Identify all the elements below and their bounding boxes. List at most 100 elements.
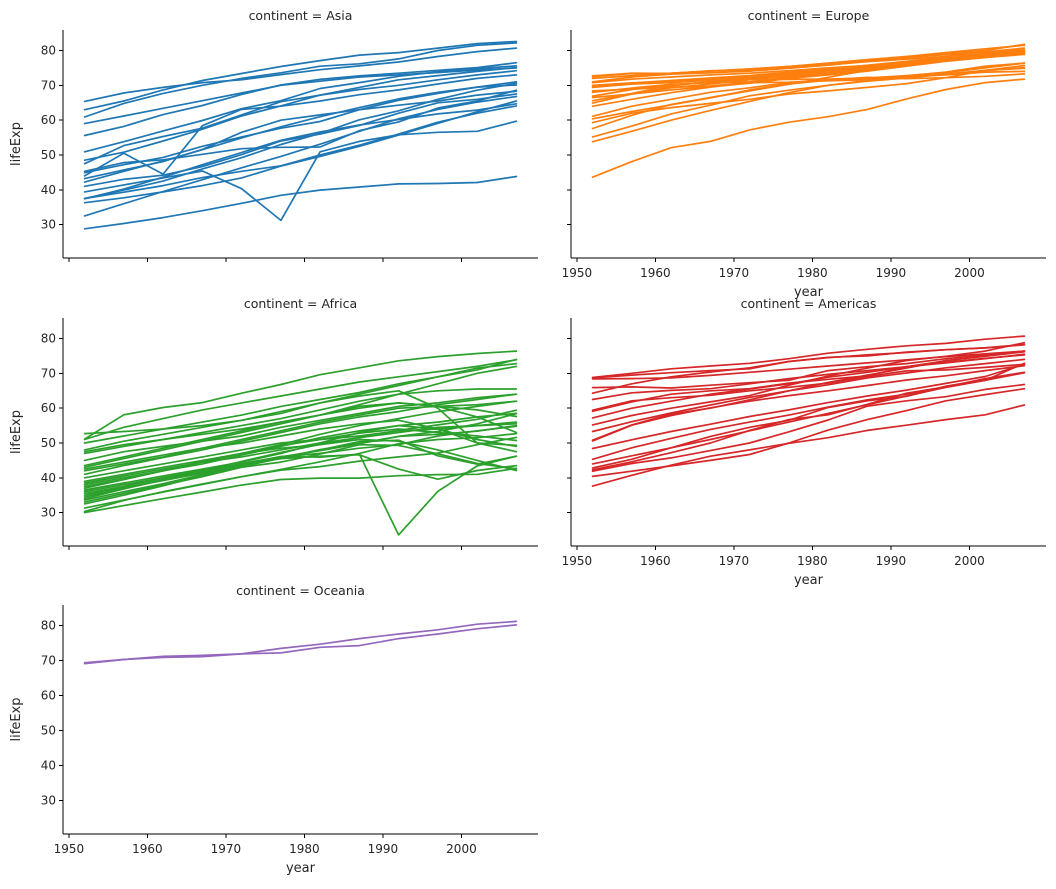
panel-title-oceania: continent = Oceania (236, 583, 365, 598)
series-line-africa-5 (83, 443, 518, 503)
series-line-africa-17 (83, 438, 518, 483)
series-line-asia-8 (83, 82, 518, 200)
series-line-africa-31 (83, 350, 518, 440)
series-line-americas-2 (591, 387, 1026, 478)
x-tick-label: 1970 (719, 266, 750, 280)
x-tick-label: 1980 (797, 554, 828, 568)
y-tick-label: 30 (41, 506, 56, 520)
x-tick-label: 1950 (562, 554, 593, 568)
x-tick-label: 1990 (368, 842, 399, 856)
series-group-oceania (83, 620, 518, 665)
x-tick-label: 2000 (954, 266, 985, 280)
series-line-africa-24 (83, 393, 518, 462)
series-line-africa-29 (83, 358, 518, 441)
y-tick-label: 30 (41, 218, 56, 232)
series-line-europe-22 (591, 52, 1026, 104)
series-line-asia-14 (83, 61, 518, 137)
series-line-africa-30 (83, 362, 518, 435)
y-tick-label: 60 (41, 401, 56, 415)
series-group-asia (83, 40, 518, 230)
series-line-americas-9 (591, 364, 1026, 442)
y-tick-label: 80 (41, 44, 56, 58)
y-tick-label: 40 (41, 758, 56, 772)
series-line-americas-18 (591, 350, 1026, 389)
x-tick-label: 1960 (640, 554, 671, 568)
panel-title-americas: continent = Americas (741, 296, 877, 311)
series-line-asia-20 (83, 93, 518, 188)
series-line-europe-3 (591, 66, 1026, 138)
panel-asia: 30 40 50 60 70 80 continent = Asia lifeExp (9, 8, 538, 262)
series-line-europe-1 (591, 78, 1026, 179)
x-tick-label: 1990 (876, 266, 907, 280)
series-line-americas-21 (591, 343, 1026, 379)
series-line-africa-1 (83, 467, 518, 514)
x-tick-label: 1980 (797, 266, 828, 280)
series-line-asia-5 (83, 74, 518, 177)
series-line-asia-19 (83, 95, 518, 217)
series-line-americas-10 (591, 350, 1026, 442)
series-line-europe-5 (591, 64, 1026, 124)
series-line-americas-11 (591, 358, 1026, 433)
series-line-europe-20 (591, 43, 1026, 78)
panel-oceania: 1950 1960 1970 1980 1990 2000 30 40 50 60 70 80 cont… (9, 583, 538, 876)
x-axis-label: year (794, 573, 824, 588)
y-tick-label: 50 (41, 724, 56, 738)
y-axis-label: lifeExp (9, 122, 24, 166)
y-tick-label: 70 (41, 78, 56, 92)
x-tick-label: 2000 (954, 554, 985, 568)
series-line-americas-20 (591, 335, 1026, 379)
series-line-asia-9 (83, 81, 518, 174)
series-line-africa-19 (83, 393, 518, 476)
series-line-asia-7 (83, 102, 518, 200)
panel-title-africa: continent = Africa (244, 296, 357, 311)
x-tick-label: 1990 (876, 554, 907, 568)
x-tick-label: 1970 (211, 842, 242, 856)
series-line-africa-26 (83, 388, 518, 453)
x-tick-label: 1970 (719, 554, 750, 568)
series-line-asia-12 (83, 40, 518, 111)
y-tick-label: 80 (41, 332, 56, 346)
series-group-americas (591, 335, 1026, 487)
series-line-africa-11 (83, 453, 518, 536)
y-tick-label: 70 (41, 366, 56, 380)
y-tick-label: 50 (41, 148, 56, 162)
x-tick-label: 2000 (446, 842, 477, 856)
series-line-africa-27 (83, 389, 518, 453)
x-tick-label: 1960 (640, 266, 671, 280)
series-line-asia-16 (83, 69, 518, 165)
series-line-africa-21 (83, 419, 518, 470)
series-line-africa-20 (83, 400, 518, 472)
series-line-americas-3 (591, 383, 1026, 473)
series-line-americas-14 (591, 350, 1026, 413)
x-axis-label: year (794, 285, 824, 300)
x-tick-label: 1950 (54, 842, 85, 856)
series-line-asia-15 (83, 67, 518, 125)
series-line-asia-6 (83, 42, 518, 118)
series-line-europe-21 (591, 50, 1026, 88)
y-tick-label: 60 (41, 113, 56, 127)
series-line-americas-8 (591, 363, 1026, 450)
series-line-africa-3 (83, 432, 518, 509)
y-tick-label: 80 (41, 619, 56, 633)
y-tick-label: 70 (41, 654, 56, 668)
series-line-oceania-2 (83, 624, 518, 664)
panel-title-europe: continent = Europe (748, 8, 870, 23)
series-line-asia-21 (83, 66, 518, 162)
panel-europe: 1950 1960 1970 1980 1990 2000 continent = Euro… (562, 8, 1046, 300)
series-line-americas-15 (591, 363, 1026, 412)
series-line-asia-17 (83, 84, 518, 183)
y-tick-label: 30 (41, 793, 56, 807)
y-axis-label: lifeExp (9, 410, 24, 454)
series-group-europe (591, 43, 1026, 179)
series-line-asia-1 (83, 175, 518, 230)
panel-americas: 1950 1960 1970 1980 1990 2000 continent = Amer… (562, 296, 1046, 588)
series-line-americas-19 (591, 350, 1026, 380)
panel-africa: 30 40 50 60 70 80 continent = Africa lifeExp (9, 296, 538, 550)
x-tick-label: 1960 (132, 842, 163, 856)
y-tick-label: 50 (41, 436, 56, 450)
panel-title-asia: continent = Asia (249, 8, 353, 23)
series-line-americas-16 (591, 354, 1026, 401)
series-group-africa (83, 350, 518, 536)
series-line-asia-11 (83, 47, 518, 103)
